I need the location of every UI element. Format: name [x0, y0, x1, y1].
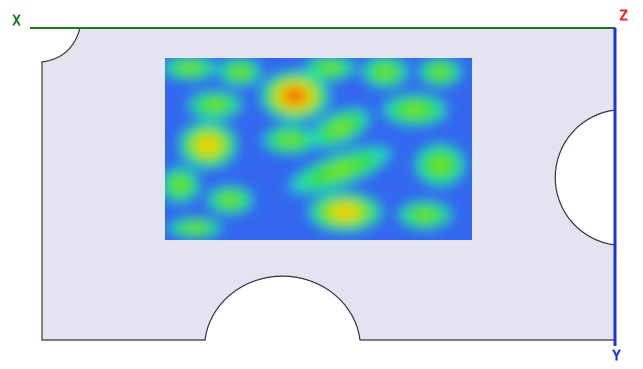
heat-map [165, 58, 472, 240]
z-axis-label: Z [619, 7, 628, 25]
y-axis-label: Y [612, 347, 621, 365]
x-axis-label: X [12, 12, 21, 30]
